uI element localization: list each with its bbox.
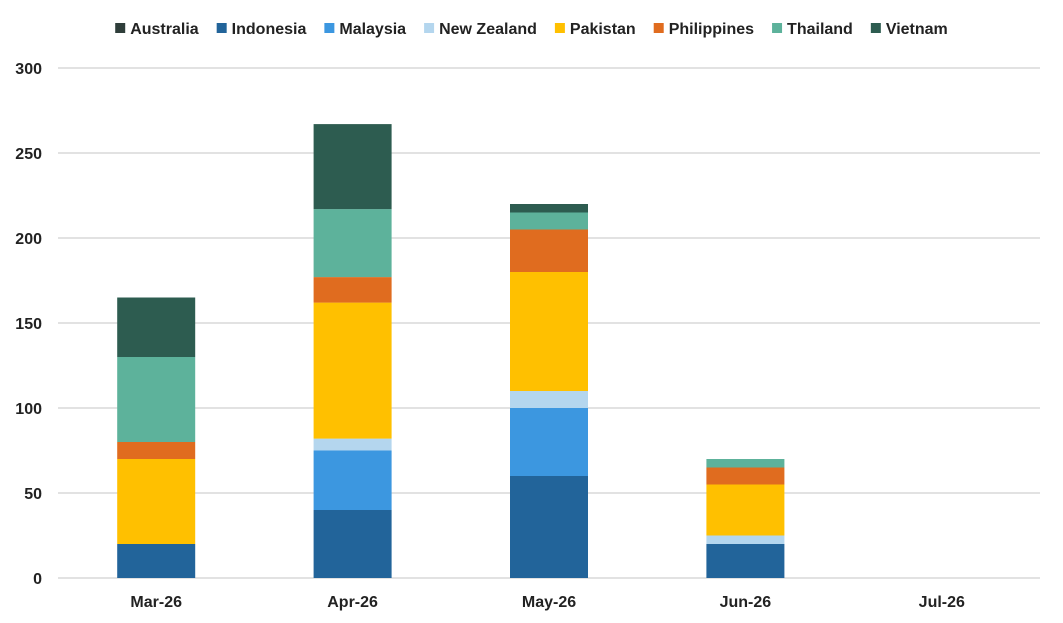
legend-swatch-indonesia [216, 23, 227, 33]
bar-pakistan-mar-26 [117, 459, 196, 544]
bar-malaysia-apr-26 [313, 450, 392, 510]
x-tick-label: May-26 [522, 594, 576, 611]
bar-pakistan-may-26 [510, 272, 588, 391]
legend-swatch-vietnam [870, 23, 881, 33]
bar-indonesia-jun-26 [706, 544, 785, 578]
bar-philippines-jun-26 [706, 467, 785, 485]
y-tick-label: 150 [15, 316, 42, 333]
bar-vietnam-mar-26 [117, 297, 196, 357]
legend-swatch-pakistan [554, 23, 565, 33]
legend: Australia Indonesia Malaysia New Zealand Pak… [115, 21, 948, 38]
bar-indonesia-apr-26 [313, 510, 392, 578]
legend-swatch-malaysia [324, 23, 335, 33]
bar-thailand-apr-26 [313, 209, 392, 278]
bar-vietnam-may-26 [510, 204, 588, 213]
bar-indonesia-mar-26 [117, 544, 196, 578]
y-tick-label: 200 [15, 231, 42, 248]
bar-thailand-mar-26 [117, 357, 196, 442]
y-tick-label: 250 [15, 146, 42, 163]
y-tick-label: 0 [33, 571, 42, 588]
bar-new-zealand-apr-26 [313, 438, 392, 451]
bar-new-zealand-jun-26 [706, 535, 785, 544]
legend-label-philippines: Philippines [669, 21, 754, 38]
x-tick-label: Mar-26 [130, 594, 182, 611]
legend-label-vietnam: Vietnam [886, 21, 948, 38]
bar-thailand-jun-26 [706, 459, 785, 468]
bar-philippines-may-26 [510, 229, 588, 272]
legend-label-pakistan: Pakistan [570, 21, 636, 38]
bar-malaysia-may-26 [510, 408, 588, 476]
x-tick-label: Jun-26 [720, 594, 772, 611]
x-tick-label: Jul-26 [919, 594, 965, 611]
legend-swatch-australia [115, 23, 126, 33]
bar-new-zealand-may-26 [510, 391, 588, 408]
bar-pakistan-jun-26 [706, 484, 785, 536]
y-tick-label: 100 [15, 401, 42, 418]
legend-swatch-philippines [653, 23, 664, 33]
x-tick-label: Apr-26 [327, 594, 378, 611]
bar-thailand-may-26 [510, 212, 588, 230]
legend-label-malaysia: Malaysia [339, 21, 406, 38]
legend-swatch-thailand [772, 23, 783, 33]
bar-philippines-mar-26 [117, 442, 196, 459]
bar-vietnam-apr-26 [313, 124, 392, 210]
legend-label-new-zealand: New Zealand [439, 21, 537, 38]
bar-pakistan-apr-26 [313, 302, 392, 439]
legend-label-thailand: Thailand [787, 21, 853, 38]
y-axis-ticks: 0 50 100 150 200 250 300 [15, 61, 42, 588]
bar-indonesia-may-26 [510, 476, 588, 578]
x-axis-ticks: Mar-26 Apr-26 May-26 Jun-26 Jul-26 [130, 594, 965, 611]
legend-label-australia: Australia [130, 21, 199, 38]
bar-philippines-apr-26 [313, 277, 392, 303]
y-tick-label: 300 [15, 61, 42, 78]
legend-label-indonesia: Indonesia [232, 21, 307, 38]
bars [117, 124, 785, 578]
legend-swatch-new-zealand [424, 23, 435, 33]
y-tick-label: 50 [24, 486, 42, 503]
